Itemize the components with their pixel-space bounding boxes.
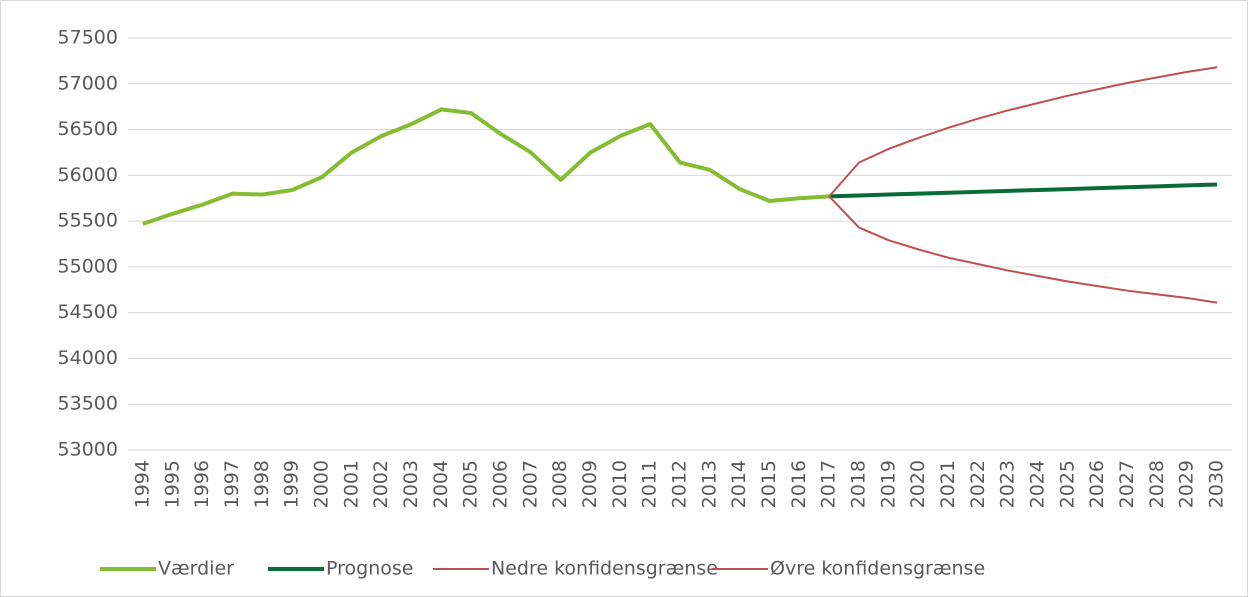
x-tick-label: 2009 [579,460,601,508]
y-tick-label: 53000 [58,439,118,461]
x-tick-label: 2017 [818,460,840,508]
x-tick-label: 2002 [370,460,392,508]
x-tick-label: 2020 [907,460,929,508]
legend-label: Øvre konfidensgrænse [770,558,985,580]
y-tick-label: 57500 [58,27,118,49]
y-tick-label: 57000 [58,72,118,94]
x-tick-label: 2029 [1176,460,1198,508]
x-tick-label: 1999 [281,460,303,508]
x-tick-label: 2008 [549,460,571,508]
series-line [828,195,1218,304]
x-tick-label: 2005 [460,460,482,508]
x-tick-label: 1996 [191,460,213,508]
series-line [142,107,830,226]
y-tick-label: 56000 [58,164,118,186]
x-tick-label: 1994 [131,460,153,508]
x-tick-label: 2001 [340,460,362,508]
x-tick-label: 2004 [430,460,452,508]
x-tick-label: 2023 [997,460,1019,508]
x-tick-label: 2010 [609,460,631,508]
x-tick-label: 2026 [1086,460,1108,508]
x-tick-label: 1995 [161,460,183,508]
x-tick-label: 2030 [1206,460,1228,508]
x-tick-label: 2025 [1056,460,1078,508]
y-tick-label: 55500 [58,210,118,232]
legend-label: Værdier [158,558,234,580]
y-tick-label: 54500 [58,301,118,323]
y-tick-label: 55000 [58,255,118,277]
x-tick-label: 2003 [400,460,422,508]
legend-label: Prognose [326,558,413,580]
x-tick-label: 2021 [937,460,959,508]
x-tick-label: 1997 [221,460,243,508]
x-tick-label: 1998 [251,460,273,508]
y-tick-label: 56500 [58,118,118,140]
x-tick-label: 2011 [639,460,661,508]
x-tick-label: 2022 [967,460,989,508]
x-tick-label: 2015 [758,460,780,508]
x-tick-label: 2007 [519,460,541,508]
series-line [829,182,1218,199]
x-tick-label: 2028 [1146,460,1168,508]
x-tick-label: 2027 [1116,460,1138,508]
y-tick-label: 54000 [58,347,118,369]
x-tick-label: 2024 [1027,460,1049,508]
x-tick-label: 2013 [698,460,720,508]
x-tick-label: 2018 [848,460,870,508]
x-tick-label: 2000 [310,460,332,508]
x-tick-label: 2006 [489,460,511,508]
x-tick-label: 2019 [877,460,899,508]
legend-label: Nedre konfidensgrænse [491,558,718,580]
y-tick-label: 53500 [58,393,118,415]
x-tick-label: 2016 [788,460,810,508]
series-line [828,66,1218,198]
x-tick-label: 2014 [728,460,750,508]
x-tick-label: 2012 [669,460,691,508]
